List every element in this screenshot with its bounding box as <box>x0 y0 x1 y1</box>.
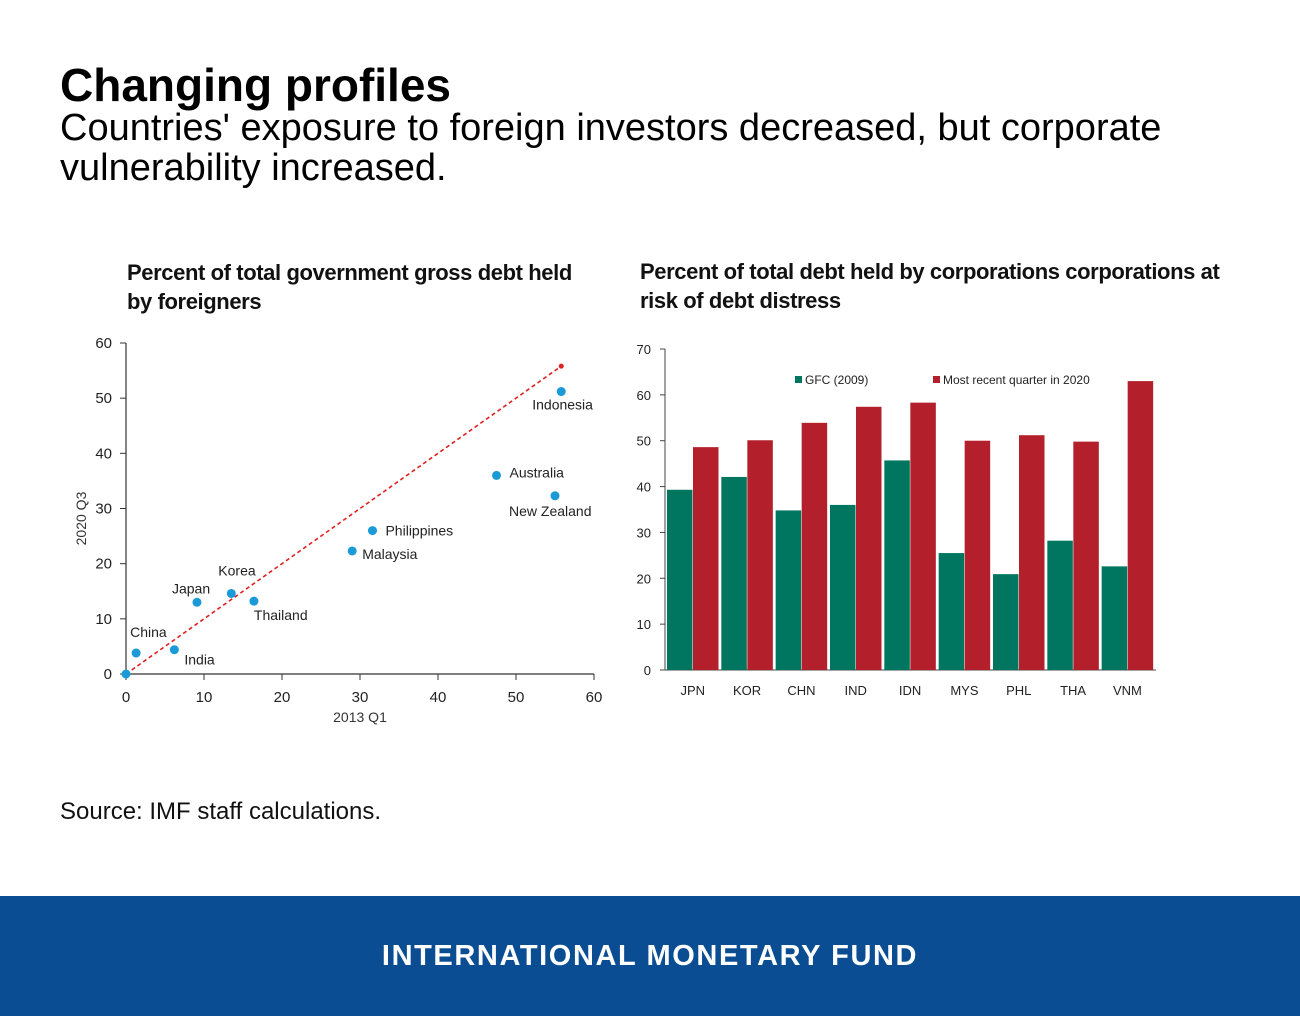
reference-line-end-point <box>558 363 564 369</box>
bar-category-label: IDN <box>899 683 921 698</box>
legend-swatch-0 <box>795 376 802 383</box>
page-title: Changing profiles <box>60 59 451 111</box>
bar-kor-recent <box>747 440 773 670</box>
scatter-point-malaysia <box>347 546 357 556</box>
scatter-x-tick-label: 40 <box>430 689 447 706</box>
bar-tha-recent <box>1073 441 1099 670</box>
bar-y-tick-label: 40 <box>637 480 651 495</box>
bar-category-label: JPN <box>680 683 705 698</box>
scatter-y-tick-label: 10 <box>95 611 112 628</box>
scatter-y-tick-label: 40 <box>95 445 112 462</box>
legend-swatch-1 <box>933 376 940 383</box>
bar-y-tick-label: 0 <box>644 663 651 678</box>
scatter-x-tick-label: 10 <box>196 689 213 706</box>
bar-y-tick-label: 70 <box>637 342 651 357</box>
bar-kor-gfc <box>721 476 747 670</box>
bar-jpn-gfc <box>667 489 693 670</box>
scatter-point-label-china: China <box>130 624 167 640</box>
scatter-point-label-new-zealand: New Zealand <box>509 503 592 519</box>
scatter-y-tick-label: 20 <box>95 556 112 573</box>
scatter-y-tick-label: 60 <box>95 335 112 352</box>
bar-idn-recent <box>910 402 936 670</box>
page-subtitle: Countries' exposure to foreign investors… <box>60 107 1162 189</box>
bar-y-tick-label: 30 <box>637 525 651 540</box>
bar-y-tick-label: 10 <box>637 617 651 632</box>
bar-chart: 0 10 20 30 40 50 60 70 JPN KOR CHN IND IDN MYS PHL THA V… <box>637 342 1156 698</box>
scatter-point-origin <box>121 669 131 679</box>
bar-mys-gfc <box>938 553 965 670</box>
bar-chn-gfc <box>775 510 802 670</box>
bar-chn-recent <box>801 422 828 670</box>
bar-y-tick-label: 20 <box>637 571 651 586</box>
scatter-point-korea <box>226 588 236 598</box>
reference-45-line <box>125 365 562 675</box>
scatter-point-japan <box>192 597 202 607</box>
bar-jpn-recent <box>693 447 719 670</box>
scatter-point-label-korea: Korea <box>218 562 256 578</box>
bar-category-label: IND <box>845 683 867 698</box>
scatter-point-label-philippines: Philippines <box>385 523 453 539</box>
bar-tha-gfc <box>1047 540 1073 670</box>
scatter-point-indonesia <box>556 387 566 397</box>
scatter-point-label-australia: Australia <box>510 464 565 480</box>
bar-category-label: THA <box>1060 683 1086 698</box>
legend-label-1: Most recent quarter in 2020 <box>943 373 1090 387</box>
bar-vnm-gfc <box>1101 566 1128 670</box>
scatter-x-axis-label: 2013 Q1 <box>333 709 387 725</box>
scatter-chart: 0 10 20 30 40 50 60 0 10 20 30 40 50 60 2013 Q1 2020 Q3… <box>73 335 603 725</box>
scatter-point-new-zealand <box>550 491 560 501</box>
scatter-point-australia <box>492 470 501 480</box>
scatter-x-tick-label: 0 <box>122 689 130 706</box>
bar-phl-gfc <box>993 574 1019 670</box>
scatter-point-label-thailand: Thailand <box>254 607 308 623</box>
source-note: Source: IMF staff calculations. <box>60 798 382 825</box>
scatter-y-tick-label: 30 <box>95 501 112 518</box>
bar-mys-recent <box>964 440 991 670</box>
scatter-y-tick-label: 0 <box>104 666 112 683</box>
bar-category-label: VNM <box>1113 683 1142 698</box>
bar-ind-gfc <box>830 504 856 670</box>
bar-idn-gfc <box>884 460 910 670</box>
scatter-point-china <box>131 648 141 658</box>
scatter-x-tick-label: 20 <box>274 689 291 706</box>
bar-ind-recent <box>856 406 882 670</box>
scatter-point-label-india: India <box>184 652 215 668</box>
bar-y-tick-label: 50 <box>637 434 651 449</box>
scatter-x-tick-label: 30 <box>352 689 369 706</box>
scatter-point-india <box>169 645 179 655</box>
bar-category-label: MYS <box>950 683 979 698</box>
scatter-point-philippines <box>367 526 377 536</box>
scatter-x-tick-label: 50 <box>508 689 525 706</box>
scatter-x-tick-label: 60 <box>586 689 603 706</box>
bar-category-label: PHL <box>1006 683 1031 698</box>
bar-category-label: CHN <box>787 683 815 698</box>
scatter-point-thailand <box>249 596 259 606</box>
scatter-point-label-japan: Japan <box>172 580 210 596</box>
bar-category-label: KOR <box>733 683 761 698</box>
scatter-point-label-indonesia: Indonesia <box>532 397 593 413</box>
bar-chart-title: Percent of total debt held by corporatio… <box>640 259 1220 313</box>
bar-y-tick-label: 60 <box>637 388 651 403</box>
bar-vnm-recent <box>1127 381 1154 670</box>
footer-banner: INTERNATIONAL MONETARY FUND <box>0 896 1300 1016</box>
scatter-chart-title: Percent of total government gross debt h… <box>127 260 572 314</box>
bar-phl-recent <box>1019 435 1045 670</box>
scatter-y-tick-label: 50 <box>95 390 112 407</box>
footer-org-name: INTERNATIONAL MONETARY FUND <box>381 939 919 972</box>
legend-label-0: GFC (2009) <box>805 373 868 387</box>
scatter-point-label-malaysia: Malaysia <box>362 546 417 562</box>
scatter-y-axis-label: 2020 Q3 <box>73 491 89 545</box>
